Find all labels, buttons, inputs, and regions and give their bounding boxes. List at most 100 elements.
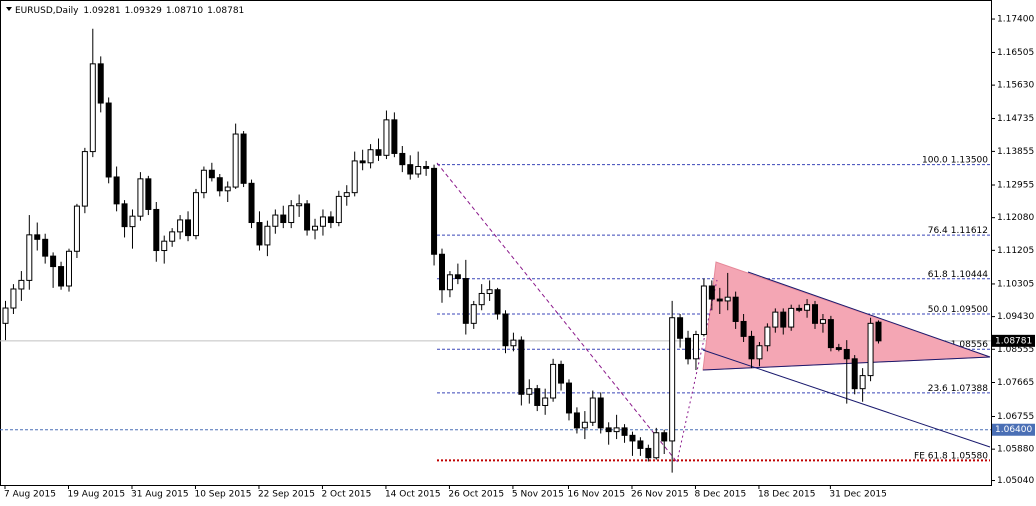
candle-body bbox=[716, 298, 723, 302]
candle-body bbox=[423, 166, 430, 169]
candle-body bbox=[192, 192, 199, 237]
y-tick-label: 1.05880 bbox=[997, 445, 1034, 455]
close: 1.08781 bbox=[207, 6, 244, 16]
candle-body bbox=[312, 225, 319, 231]
candle-body bbox=[18, 279, 25, 290]
x-tick-label: 2 Oct 2015 bbox=[321, 490, 371, 500]
y-tick-label: 1.10305 bbox=[997, 279, 1034, 289]
candle-body bbox=[240, 133, 247, 184]
fib-ratio: 76.4 bbox=[928, 226, 948, 236]
x-tick-label: 10 Sep 2015 bbox=[194, 490, 251, 500]
fib-price: 1.10444 bbox=[951, 269, 988, 279]
candle-body bbox=[34, 234, 41, 240]
fib-price: 1.13500 bbox=[951, 155, 988, 165]
candle-body bbox=[669, 317, 676, 442]
candle-body bbox=[161, 240, 168, 252]
candle-body bbox=[89, 63, 96, 153]
plot-frame bbox=[0, 0, 992, 486]
trend-line bbox=[747, 271, 991, 358]
candle-body bbox=[216, 177, 223, 192]
candle-body bbox=[232, 133, 239, 188]
candle-body bbox=[185, 219, 192, 237]
candle-body bbox=[375, 149, 382, 156]
menu-arrow[interactable] bbox=[6, 7, 12, 11]
candle-body bbox=[58, 266, 65, 287]
candle-body bbox=[319, 216, 326, 227]
candle-body bbox=[780, 311, 787, 328]
candle-body bbox=[343, 192, 350, 197]
candle-body bbox=[26, 234, 33, 281]
candle-body bbox=[391, 119, 398, 154]
candle-body bbox=[804, 304, 811, 311]
fib-ratio: FE 61.8 bbox=[914, 451, 948, 461]
candle-body bbox=[399, 152, 406, 166]
candle-body bbox=[494, 289, 501, 315]
fib-ratio: 61.8 bbox=[928, 269, 948, 279]
candle-body bbox=[10, 288, 17, 309]
candle-body bbox=[605, 427, 612, 433]
x-tick-label: 5 Nov 2015 bbox=[512, 490, 564, 500]
price-label: 1.08781 bbox=[995, 336, 1032, 346]
y-tick-label: 1.07665 bbox=[997, 378, 1034, 388]
candle-body bbox=[764, 326, 771, 347]
fib-ratio: 23.6 bbox=[928, 383, 948, 393]
candle-body bbox=[812, 304, 819, 324]
y-tick-label: 1.05040 bbox=[997, 476, 1034, 486]
candle-body bbox=[685, 337, 692, 360]
candle-body bbox=[42, 238, 49, 257]
x-tick-label: 8 Dec 2015 bbox=[694, 490, 746, 500]
candle-body bbox=[756, 345, 763, 360]
candle-body bbox=[502, 313, 509, 347]
candle-body bbox=[835, 347, 842, 350]
x-tick-label: 7 Aug 2015 bbox=[4, 490, 56, 500]
candle-body bbox=[256, 222, 263, 246]
candle-body bbox=[248, 182, 255, 224]
candle-body bbox=[827, 319, 834, 349]
candle-body bbox=[558, 363, 565, 384]
candle-body bbox=[296, 203, 303, 207]
fib-price: 1.09500 bbox=[951, 304, 988, 314]
candle-body bbox=[65, 250, 72, 287]
x-tick-label: 19 Aug 2015 bbox=[67, 490, 125, 500]
candle-body bbox=[819, 319, 826, 324]
candle-body bbox=[73, 205, 80, 252]
fib-price: 1.05580 bbox=[951, 451, 988, 461]
candle-body bbox=[851, 358, 858, 390]
candle-body bbox=[510, 339, 517, 347]
candle-body bbox=[280, 214, 287, 224]
candle-body bbox=[153, 208, 160, 252]
candle-body bbox=[748, 335, 755, 360]
candle-body bbox=[264, 225, 271, 246]
candle-body bbox=[446, 274, 453, 291]
candle-body bbox=[581, 421, 588, 429]
fib-label: 50.0 1.09500 bbox=[928, 304, 989, 314]
y-tick-label: 1.16505 bbox=[997, 48, 1034, 58]
candle-body bbox=[740, 320, 747, 337]
high: 1.09329 bbox=[125, 6, 162, 16]
fib-ratio: 100.0 bbox=[922, 155, 948, 165]
low: 1.08710 bbox=[166, 6, 203, 16]
symbol: EURUSD,Daily bbox=[15, 6, 79, 16]
candle-body bbox=[700, 285, 707, 336]
y-tick-label: 1.08555 bbox=[997, 345, 1034, 355]
candle-body bbox=[542, 397, 549, 406]
candle-body bbox=[708, 285, 715, 300]
x-tick-label: 18 Dec 2015 bbox=[758, 490, 816, 500]
candle-body bbox=[867, 322, 874, 377]
fib-price: 1.08556 bbox=[951, 340, 988, 350]
y-tick-label: 1.14735 bbox=[997, 114, 1034, 124]
candle-body bbox=[534, 388, 541, 406]
candle-body bbox=[439, 253, 445, 291]
y-tick-label: 1.17400 bbox=[997, 15, 1034, 25]
candle-body bbox=[335, 195, 342, 224]
open: 1.09281 bbox=[83, 6, 120, 16]
y-tick-label: 1.13855 bbox=[997, 147, 1034, 157]
x-tick-label: 26 Oct 2015 bbox=[448, 490, 504, 500]
fib-label: 76.4 1.11612 bbox=[928, 226, 988, 236]
candle-body bbox=[431, 167, 438, 255]
candle-body bbox=[454, 274, 461, 280]
y-tick-label: 1.11205 bbox=[997, 246, 1034, 256]
candle-body bbox=[2, 307, 9, 324]
y-tick-label: 1.09430 bbox=[997, 312, 1034, 322]
candle-body bbox=[621, 427, 628, 436]
